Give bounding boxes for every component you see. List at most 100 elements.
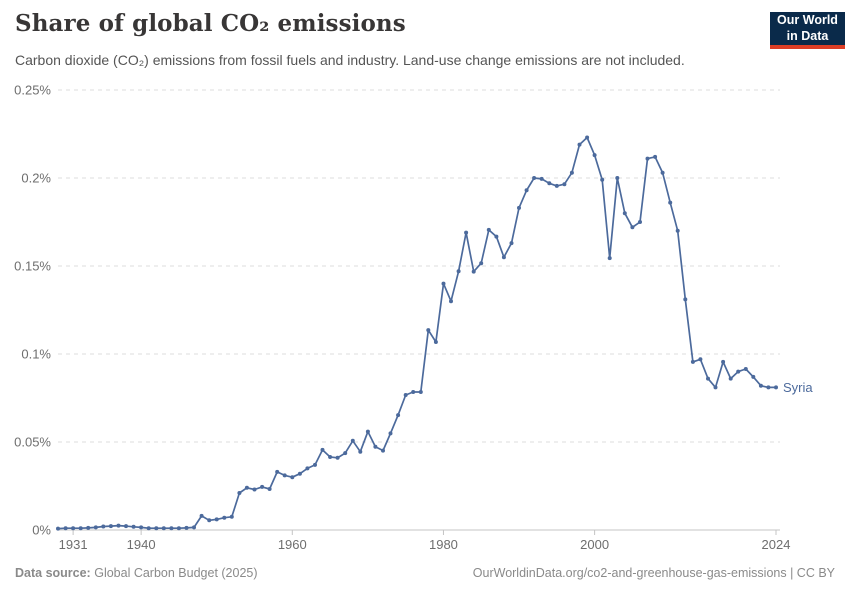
data-point[interactable] [267, 487, 272, 491]
data-point[interactable] [668, 200, 673, 205]
data-point[interactable] [290, 475, 295, 480]
data-point[interactable] [539, 176, 544, 181]
data-point[interactable] [313, 462, 317, 467]
data-point[interactable] [433, 340, 438, 344]
data-point[interactable] [524, 188, 529, 193]
data-point[interactable] [71, 526, 76, 531]
data-point[interactable] [237, 491, 242, 495]
data-point[interactable] [176, 526, 181, 531]
data-point[interactable] [569, 170, 574, 175]
series-line[interactable] [57, 136, 776, 530]
data-point[interactable] [350, 438, 355, 443]
series-label[interactable]: Syria [783, 380, 813, 395]
data-point[interactable] [638, 220, 642, 224]
data-point[interactable] [139, 525, 144, 530]
data-point[interactable] [214, 517, 219, 522]
data-point[interactable] [501, 255, 506, 260]
data-point[interactable] [494, 234, 499, 239]
data-point[interactable] [131, 524, 136, 529]
data-point[interactable] [207, 518, 212, 523]
footer-attribution[interactable]: OurWorldinData.org/co2-and-greenhouse-ga… [472, 566, 835, 580]
data-point[interactable] [653, 154, 658, 159]
data-point[interactable] [721, 359, 726, 364]
data-point[interactable] [600, 177, 605, 182]
data-point[interactable] [698, 357, 703, 362]
data-point[interactable] [93, 525, 98, 530]
data-point[interactable] [683, 297, 688, 302]
data-point[interactable] [532, 176, 537, 180]
data-point[interactable] [562, 182, 567, 187]
data-point[interactable] [486, 227, 491, 232]
data-point[interactable] [222, 515, 227, 520]
data-point[interactable] [774, 385, 778, 390]
data-point[interactable] [260, 484, 265, 489]
data-point[interactable] [169, 526, 174, 531]
data-point[interactable] [456, 269, 461, 274]
data-point[interactable] [192, 525, 196, 530]
data-point[interactable] [116, 523, 121, 528]
data-point[interactable] [554, 183, 559, 188]
data-point[interactable] [449, 299, 453, 304]
data-point[interactable] [585, 135, 590, 140]
data-point[interactable] [373, 444, 378, 449]
data-point[interactable] [479, 261, 484, 266]
data-point[interactable] [244, 485, 249, 490]
data-point[interactable] [297, 471, 302, 476]
data-point[interactable] [464, 230, 469, 235]
data-point[interactable] [388, 431, 393, 436]
data-point[interactable] [108, 524, 113, 529]
data-point[interactable] [615, 176, 620, 180]
data-point[interactable] [358, 449, 363, 454]
data-point[interactable] [471, 269, 476, 274]
data-point[interactable] [766, 385, 771, 390]
data-point[interactable] [161, 526, 166, 531]
data-point[interactable] [124, 524, 128, 529]
data-point[interactable] [660, 170, 665, 175]
data-point[interactable] [56, 526, 60, 531]
data-point[interactable] [282, 473, 287, 478]
data-point[interactable] [275, 469, 280, 474]
data-point[interactable] [509, 241, 514, 246]
data-point[interactable] [706, 376, 710, 381]
data-point[interactable] [396, 413, 401, 418]
data-point[interactable] [229, 514, 234, 519]
data-point[interactable] [418, 390, 423, 394]
data-point[interactable] [252, 487, 257, 492]
data-point[interactable] [63, 526, 68, 531]
data-point[interactable] [184, 525, 189, 530]
data-point[interactable] [199, 513, 204, 518]
data-point[interactable] [743, 367, 748, 371]
data-point[interactable] [547, 181, 552, 186]
data-point[interactable] [441, 281, 446, 286]
data-point[interactable] [592, 153, 597, 158]
data-point[interactable] [328, 455, 333, 459]
data-point[interactable] [305, 466, 310, 471]
data-point[interactable] [78, 526, 83, 531]
data-point[interactable] [403, 393, 408, 397]
data-point[interactable] [517, 205, 521, 210]
data-point[interactable] [335, 455, 340, 460]
data-point[interactable] [736, 369, 741, 374]
data-point[interactable] [675, 228, 680, 233]
data-point[interactable] [751, 374, 756, 379]
data-point[interactable] [146, 526, 151, 531]
data-point[interactable] [645, 156, 650, 161]
data-point[interactable] [101, 524, 106, 529]
data-point[interactable] [607, 256, 612, 261]
data-point[interactable] [758, 383, 763, 388]
data-point[interactable] [381, 448, 385, 453]
data-point[interactable] [577, 142, 582, 147]
data-point[interactable] [320, 447, 325, 452]
data-point[interactable] [154, 526, 159, 531]
data-point[interactable] [343, 451, 348, 456]
data-point[interactable] [728, 376, 733, 381]
data-point[interactable] [426, 328, 431, 333]
data-point[interactable] [86, 525, 91, 530]
data-point[interactable] [630, 225, 635, 230]
data-point[interactable] [713, 385, 718, 390]
data-point[interactable] [690, 359, 695, 364]
data-point[interactable] [365, 429, 370, 434]
data-point[interactable] [411, 390, 416, 394]
data-point[interactable] [622, 211, 627, 216]
